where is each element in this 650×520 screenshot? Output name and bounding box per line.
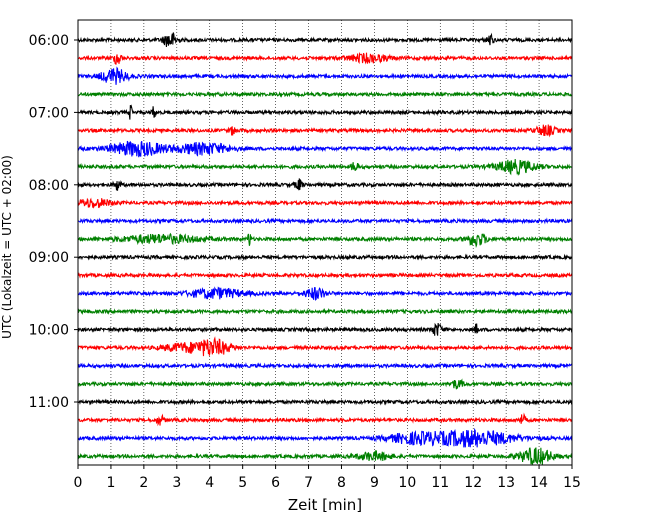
grid-lines [110, 20, 540, 465]
seismic-trace [77, 307, 573, 316]
seismic-trace [77, 197, 573, 209]
seismic-trace [77, 66, 573, 85]
seismic-traces [77, 32, 573, 465]
seismic-trace [77, 412, 573, 427]
seismic-trace [77, 232, 573, 248]
x-tick-label: 5 [238, 475, 247, 491]
x-tick-label: 6 [271, 475, 280, 491]
seismic-trace [77, 322, 573, 336]
seismic-trace [77, 398, 573, 406]
seismic-trace [77, 178, 573, 191]
y-axis-ticks: 06:00 07:00 08:00 09:00 10:00 11:00 [29, 33, 78, 411]
y-tick-label: 11:00 [29, 395, 69, 411]
seismic-trace [77, 378, 573, 390]
y-axis-label: UTC (Lokalzeit = UTC + 02:00) [0, 155, 14, 339]
x-tick-label: 12 [464, 475, 482, 491]
y-tick-label: 07:00 [29, 105, 69, 121]
y-tick-label: 10:00 [29, 323, 69, 339]
x-tick-label: 8 [337, 475, 346, 491]
seismic-trace [77, 51, 573, 65]
x-axis-ticks: 0 1 2 3 4 5 6 7 8 9 10 11 12 13 14 15 [74, 465, 581, 491]
x-tick-label: 11 [431, 475, 449, 491]
x-tick-label: 9 [370, 475, 379, 491]
y-tick-label: 08:00 [29, 178, 69, 194]
x-tick-label: 14 [530, 475, 548, 491]
x-axis-label: Zeit [min] [288, 496, 362, 514]
x-tick-label: 15 [563, 475, 581, 491]
seismic-trace [77, 90, 573, 98]
seismic-trace [77, 124, 573, 138]
seismic-trace [77, 271, 573, 280]
x-tick-label: 0 [74, 475, 83, 491]
seismic-trace [77, 140, 573, 158]
seismic-trace [77, 104, 573, 120]
x-tick-label: 1 [106, 475, 115, 491]
x-tick-label: 4 [205, 475, 214, 491]
seismic-trace [77, 427, 573, 448]
seismic-trace [77, 286, 573, 301]
y-tick-label: 09:00 [29, 250, 69, 266]
x-tick-label: 3 [172, 475, 181, 491]
y-tick-label: 06:00 [29, 33, 69, 49]
x-tick-label: 13 [497, 475, 515, 491]
x-tick-label: 10 [398, 475, 416, 491]
seismic-trace [77, 158, 573, 177]
seismic-trace [77, 217, 573, 225]
seismic-trace [77, 336, 573, 357]
x-tick-label: 2 [139, 475, 148, 491]
seismic-trace [77, 253, 573, 261]
seismic-trace [77, 362, 573, 370]
x-tick-label: 7 [304, 475, 313, 491]
plot-frame [77, 19, 573, 466]
seismic-trace [77, 447, 573, 465]
seismic-trace [77, 32, 573, 48]
